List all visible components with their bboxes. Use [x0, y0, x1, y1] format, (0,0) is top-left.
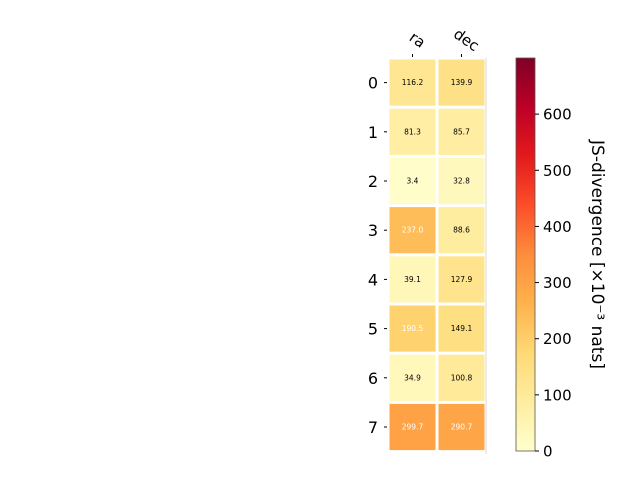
column-tick-label: ra: [406, 28, 429, 52]
heatmap-cell: [389, 207, 436, 254]
heatmap-cell-label: 237.0: [402, 226, 424, 235]
row-tick-label: 6: [368, 369, 378, 388]
heatmap-cell-label: 299.7: [402, 423, 424, 432]
row-tick-label: 0: [368, 74, 378, 93]
row-tick-label: 7: [368, 418, 378, 437]
heatmap-cell-label: 88.6: [453, 226, 470, 235]
heatmap-cell: [438, 256, 485, 303]
heatmap-cell: [438, 354, 485, 401]
heatmap-cell: [389, 256, 436, 303]
heatmap-cell: [389, 305, 436, 352]
heatmap-cell-label: 32.8: [453, 177, 470, 186]
heatmap-cell-label: 39.1: [404, 275, 421, 284]
heatmap-cell: [389, 157, 436, 205]
row-tick-label: 1: [368, 123, 378, 142]
colorbar: 0 100 200 300 400 500 600 JS-divergence [×10⁻³ …: [515, 57, 607, 461]
heatmap-cell: [438, 403, 485, 451]
row-tick-label: 5: [368, 320, 378, 339]
colorbar-tick-label: 500: [543, 162, 572, 180]
colorbar-tick-label: 0: [543, 443, 553, 461]
heatmap-cell-label: 127.9: [451, 275, 473, 284]
colorbar-label: JS-divergence [×10⁻³ nats]: [587, 139, 607, 369]
heatmap-cell-label: 116.2: [402, 78, 424, 87]
heatmap-cell: [389, 354, 436, 401]
colorbar-tick-label: 300: [543, 274, 572, 292]
heatmap-cell: [438, 108, 485, 155]
row-tick-label: 2: [368, 172, 378, 191]
colorbar-tick-label: 100: [543, 386, 572, 404]
colorbar-tick-label: 400: [543, 218, 572, 236]
heatmap-cell-label: 139.9: [451, 78, 473, 87]
heatmap-cell-label: 81.3: [404, 127, 421, 136]
row-tick-label: 3: [368, 221, 378, 240]
heatmap-cell-label: 34.9: [404, 373, 421, 382]
heatmap-cell-label: 3.4: [407, 177, 419, 186]
heatmap-cell-label: 190.5: [402, 324, 424, 333]
heatmap-cell-label: 290.7: [451, 423, 473, 432]
heatmap-cell: [389, 403, 436, 451]
colorbar-frame: [515, 57, 536, 452]
colorbar-tick-label: 600: [543, 106, 572, 124]
heatmap-cell: [438, 157, 485, 205]
colorbar-gradient: [516, 58, 535, 451]
heatmap-cell: [438, 59, 485, 106]
heatmap-cell: [389, 108, 436, 155]
row-tick-label: 4: [368, 270, 378, 289]
heatmap-cell-label: 149.1: [451, 324, 473, 333]
colorbar-tick-label: 200: [543, 330, 572, 348]
heatmap-cell: [438, 305, 485, 352]
heatmap-cell-label: 100.8: [451, 373, 473, 382]
column-tick-label: dec: [450, 25, 482, 55]
heatmap-cell: [438, 207, 485, 254]
heatmap-cell: [389, 59, 436, 106]
heatmap-cell-label: 85.7: [453, 127, 470, 136]
